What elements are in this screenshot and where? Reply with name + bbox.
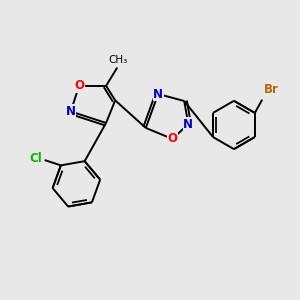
Text: O: O bbox=[167, 132, 177, 146]
Text: Br: Br bbox=[264, 83, 278, 96]
Text: N: N bbox=[153, 88, 163, 100]
Text: O: O bbox=[74, 79, 84, 92]
Text: CH₃: CH₃ bbox=[108, 55, 128, 64]
Text: N: N bbox=[66, 105, 76, 118]
Text: N: N bbox=[183, 118, 193, 131]
Text: Cl: Cl bbox=[30, 152, 42, 165]
